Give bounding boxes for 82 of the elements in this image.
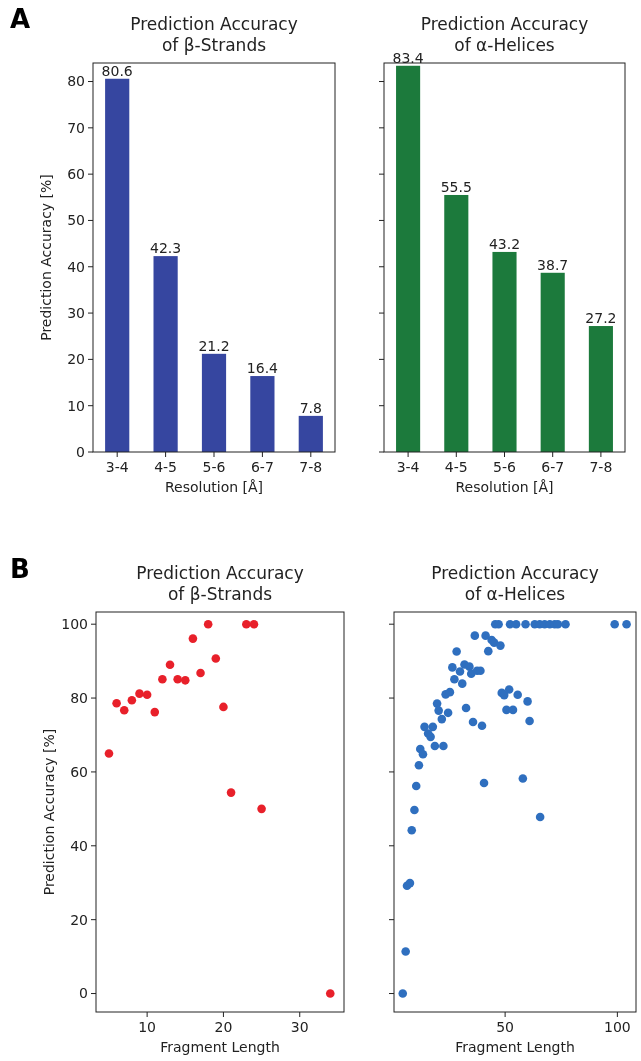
x-tick-label: 3-4 — [396, 459, 420, 475]
point — [119, 705, 129, 715]
data-label: 38.7 — [537, 256, 569, 273]
bar — [588, 326, 613, 452]
x-tick-label: 4-5 — [154, 459, 178, 475]
x-axis-title: Fragment Length — [455, 1039, 575, 1055]
x-tick-label: 7-8 — [589, 459, 613, 475]
point — [112, 698, 121, 708]
y-tick-label: 0 — [76, 443, 85, 460]
chart-title: Prediction Accuracy of β-Strands — [136, 563, 304, 604]
y-tick-label: 30 — [67, 304, 85, 321]
y-tick-label: 80 — [70, 689, 88, 706]
point — [211, 654, 221, 663]
point — [173, 674, 182, 684]
point — [135, 689, 144, 698]
y-tick-label: 60 — [70, 763, 88, 780]
y-tick-label: 20 — [70, 911, 88, 928]
bar — [444, 194, 469, 452]
text: A — [10, 4, 31, 34]
point — [127, 695, 137, 705]
point — [180, 676, 190, 685]
y-tick-label: 0 — [79, 985, 88, 1002]
data-label: 7.8 — [299, 399, 322, 416]
x-tick-label: 6-7 — [250, 459, 274, 475]
y-tick-label: 70 — [67, 119, 85, 136]
chart-title: Prediction Accuracy of α-Helices — [431, 563, 599, 604]
x-tick-label: 5-6 — [493, 459, 517, 475]
x-axis-title: Fragment Length — [160, 1039, 280, 1055]
x-tick-label: 10 — [138, 1019, 157, 1035]
data-label: 42.3 — [150, 240, 182, 257]
point — [150, 707, 160, 717]
x-tick-label: 100 — [604, 1019, 631, 1035]
y-tick-label: 80 — [67, 73, 85, 90]
bar — [105, 78, 130, 452]
x-tick-label: 3-4 — [105, 459, 129, 475]
point — [219, 702, 228, 712]
x-tick-label: 50 — [496, 1019, 515, 1035]
x-tick-label: 20 — [214, 1019, 233, 1035]
bar — [298, 415, 323, 452]
data-label: 21.2 — [198, 337, 230, 354]
x-axis-title: Resolution [Å] — [455, 479, 554, 495]
y-tick-label: 50 — [67, 212, 85, 229]
point — [226, 788, 236, 797]
point — [325, 989, 335, 998]
y-tick-label: 40 — [67, 258, 85, 275]
point — [165, 660, 175, 670]
data-label: 43.2 — [488, 235, 521, 252]
point — [142, 690, 152, 700]
data-label: 16.4 — [246, 360, 279, 377]
point — [196, 668, 205, 678]
x-tick-label: 7-8 — [299, 459, 323, 475]
data-label: 55.5 — [440, 178, 472, 195]
data-label: 80.6 — [101, 62, 133, 79]
bar — [250, 376, 275, 452]
y-tick-label: 40 — [70, 837, 88, 854]
point — [242, 619, 251, 629]
y-tick-label: 20 — [67, 351, 85, 368]
y-tick-label: 60 — [67, 166, 85, 183]
bar — [201, 353, 227, 452]
point — [158, 674, 167, 684]
bar — [396, 65, 421, 452]
x-tick-label: 6-7 — [541, 459, 565, 475]
point — [188, 634, 198, 643]
y-axis-title: Prediction Accuracy [%] — [38, 174, 54, 341]
x-axis-title: Resolution [Å] — [164, 479, 264, 495]
y-tick-label: 10 — [67, 397, 85, 414]
data-label: 83.4 — [392, 49, 424, 66]
text: B — [10, 554, 30, 584]
chart-title: Prediction Accuracy of β-Strands — [130, 14, 298, 55]
x-tick-label: 30 — [290, 1019, 309, 1035]
y-tick-label: 100 — [61, 616, 88, 633]
point — [104, 749, 114, 758]
x-tick-label: 4-5 — [444, 459, 468, 475]
data-label: 27.2 — [585, 310, 617, 327]
bar — [153, 256, 178, 452]
bar — [492, 251, 517, 452]
point — [249, 619, 259, 629]
point — [257, 804, 266, 814]
bar — [540, 272, 565, 452]
x-tick-label: 5-6 — [202, 459, 226, 475]
y-axis-title: Prediction Accuracy [%] — [41, 728, 57, 896]
point — [203, 619, 213, 629]
